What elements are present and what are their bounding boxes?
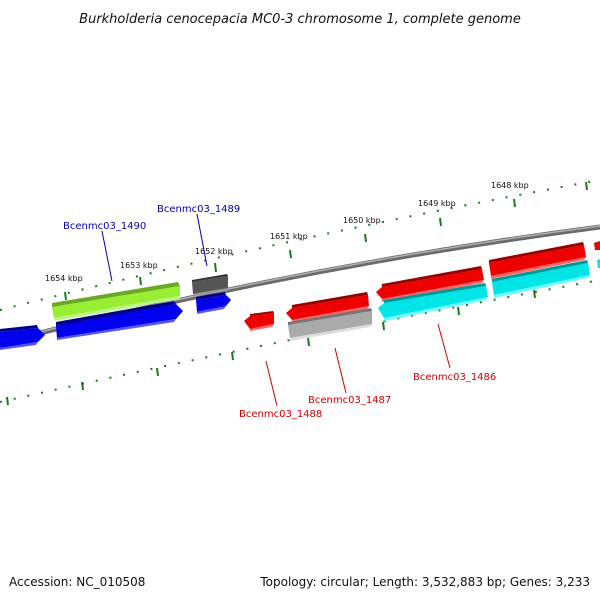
gene-blue-left[interactable] (0, 325, 45, 350)
tick-end (585, 181, 588, 191)
minor-ticks-inner (0, 279, 600, 403)
leader-bcenmc03-1490 (101, 230, 113, 282)
tick-1654kbp (64, 291, 67, 301)
minor-ticks (0, 179, 600, 311)
gene-cyan-2[interactable] (492, 260, 590, 298)
scale-label: 1648 kbp (491, 181, 529, 190)
gene-blue-small[interactable] (196, 292, 231, 314)
scale-label: 1654 kbp (45, 274, 83, 283)
gene-label-bcenmc03-1489[interactable]: Bcenmc03_1489 (157, 204, 240, 215)
leader-bcenmc03-1487 (334, 347, 347, 394)
gene-blue-long[interactable] (56, 301, 183, 340)
gene-label-bcenmc03-1490[interactable]: Bcenmc03_1490 (63, 221, 146, 232)
major-ticks-inner (6, 289, 536, 406)
reverse-strand-genes (244, 241, 600, 341)
major-ticks (64, 181, 588, 301)
gene-labels: Bcenmc03_1490 Bcenmc03_1489 Bcenmc03_148… (63, 204, 496, 420)
gene-bcenmc03-1486[interactable] (378, 283, 488, 321)
page-title: Burkholderia cenocepacia MC0-3 chromosom… (79, 12, 521, 27)
gene-bcenmc03-1489[interactable] (192, 274, 228, 296)
gene-cyan-edge[interactable] (597, 259, 600, 268)
gene-red-edge[interactable] (594, 241, 600, 250)
scale-label: 1649 kbp (418, 199, 456, 208)
tick-1648kbp (513, 198, 516, 208)
tick-1649kbp (439, 217, 442, 227)
gene-bcenmc03-1490[interactable] (52, 282, 180, 321)
tick-1650kbp (364, 233, 367, 243)
scale-label: 1650 kbp (343, 216, 381, 225)
accession-label: Accession: NC_010508 (9, 575, 145, 589)
scale-label: 1651 kbp (270, 232, 308, 241)
gene-label-bcenmc03-1488[interactable]: Bcenmc03_1488 (239, 409, 322, 420)
scale-labels: 1654 kbp 1653 kbp 1652 kbp 1651 kbp 1650… (45, 181, 529, 283)
gene-bcenmc03-1488[interactable] (244, 311, 274, 331)
scale-label: 1652 kbp (195, 247, 233, 256)
leader-bcenmc03-1488 (265, 360, 278, 407)
gene-bcenmc03-1487[interactable] (288, 308, 372, 341)
topology-label: Topology: circular; Length: 3,532,883 bp… (259, 575, 590, 589)
gene-label-bcenmc03-1486[interactable]: Bcenmc03_1486 (413, 372, 496, 383)
scale-label: 1653 kbp (120, 261, 158, 270)
tick-1653kbp (139, 276, 142, 286)
inner-tick-track (0, 279, 600, 406)
forward-strand-genes (0, 274, 231, 350)
outer-tick-track (0, 179, 600, 311)
tick-1652kbp (214, 262, 217, 273)
gene-red-4[interactable] (489, 242, 586, 279)
gene-label-bcenmc03-1487[interactable]: Bcenmc03_1487 (308, 395, 391, 406)
leader-lines (101, 213, 451, 407)
tick-1651kbp (289, 249, 292, 259)
leader-bcenmc03-1489 (196, 213, 208, 267)
leader-bcenmc03-1486 (437, 323, 451, 369)
